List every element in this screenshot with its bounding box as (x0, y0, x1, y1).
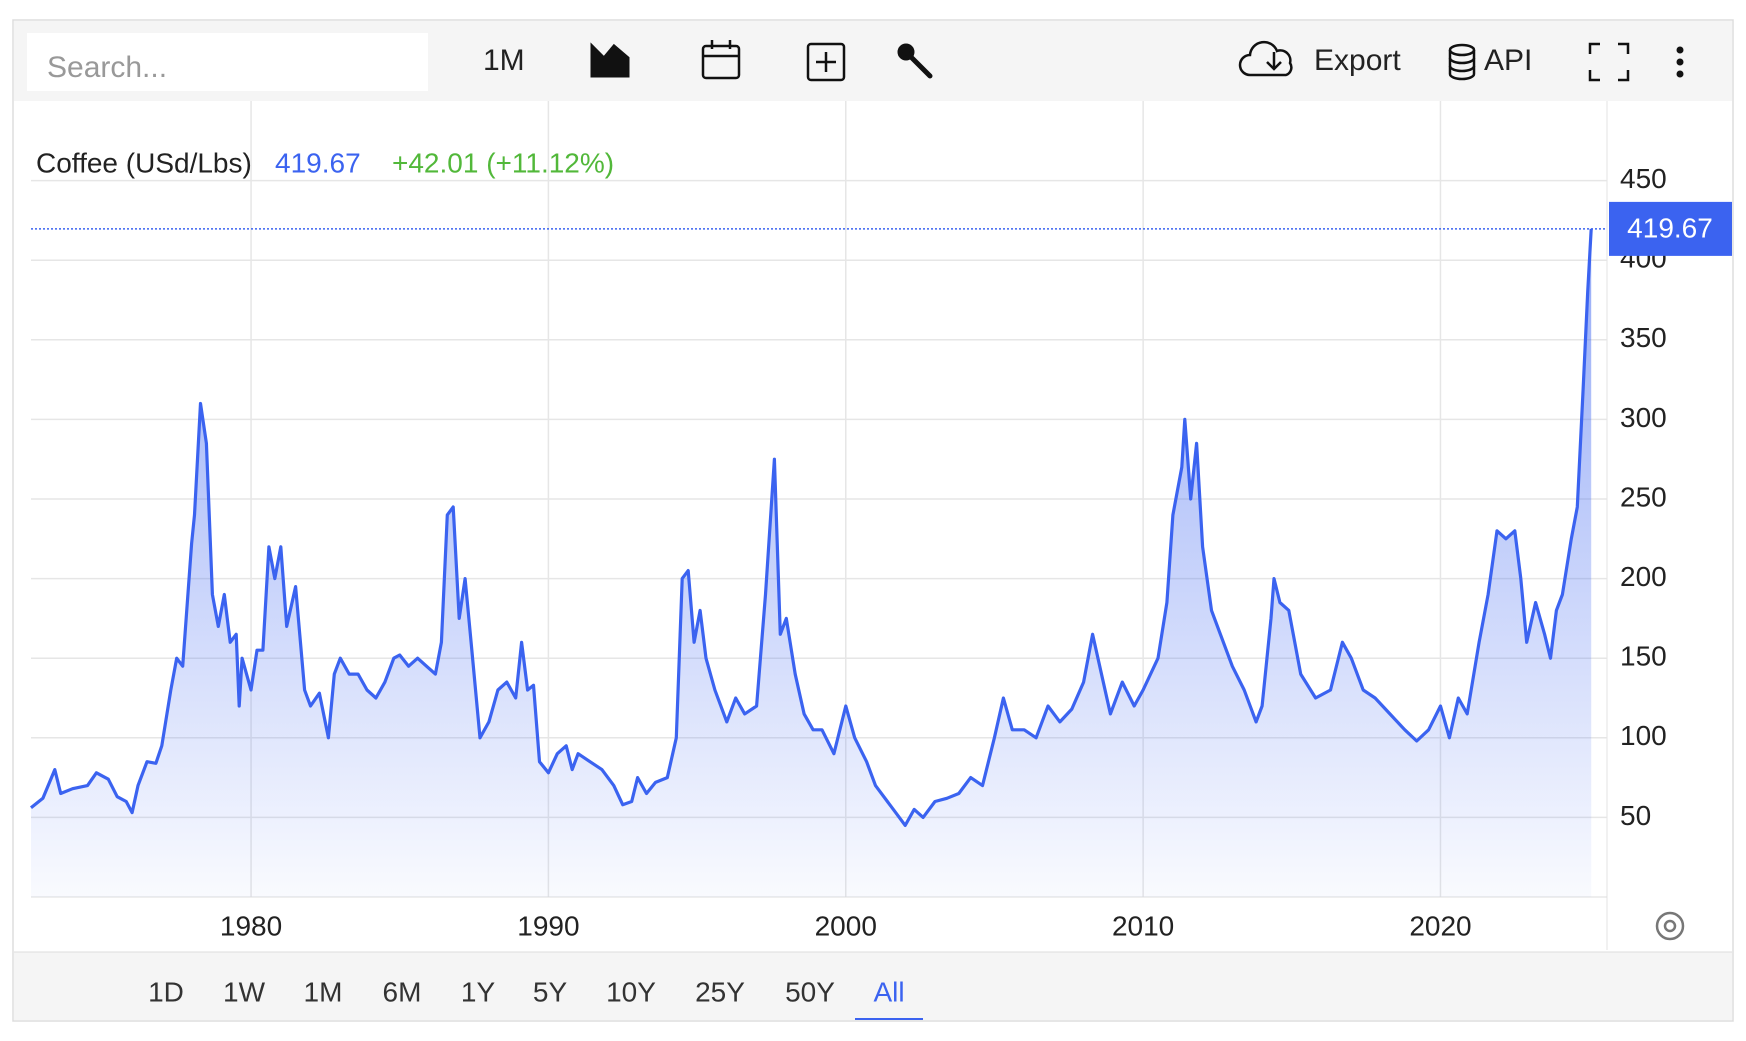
y-tick-label: 300 (1620, 402, 1667, 433)
y-tick-label: 450 (1620, 163, 1667, 194)
last-value-flag-label: 419.67 (1627, 212, 1713, 243)
x-tick-label: 2020 (1409, 910, 1471, 941)
range-button[interactable]: 50Y (785, 976, 835, 1007)
range-button[interactable]: All (873, 976, 904, 1007)
menu-icon[interactable] (1676, 46, 1684, 78)
chart-type-icon[interactable] (590, 42, 630, 78)
y-tick-label: 200 (1620, 561, 1667, 592)
range-button[interactable]: 1D (148, 976, 184, 1007)
search-box[interactable] (27, 33, 428, 91)
area (31, 228, 1592, 897)
y-tick-label: 100 (1620, 720, 1667, 751)
range-button[interactable]: 1M (304, 976, 343, 1007)
y-tick-label: 250 (1620, 481, 1667, 512)
api-icon[interactable] (1448, 43, 1476, 81)
range-button[interactable]: 5Y (533, 976, 568, 1007)
range-bar (14, 952, 1732, 1020)
range-button[interactable]: 1Y (461, 976, 496, 1007)
y-tick-label: 50 (1620, 800, 1651, 831)
last-value: 419.67 (275, 147, 361, 178)
last-value-flag (1609, 201, 1732, 256)
x-tick-label: 1990 (517, 910, 579, 941)
y-tick-label: 150 (1620, 641, 1667, 672)
x-tick-label: 1980 (220, 910, 282, 941)
line (30, 228, 1593, 827)
export-icon[interactable] (1238, 40, 1293, 77)
range-button[interactable]: 1W (223, 976, 266, 1007)
x-tick-label: 2000 (815, 910, 877, 941)
legend: Coffee (USd/Lbs) 419.67 +42.01 (+11.12%) (36, 147, 614, 178)
search-placeholder[interactable]: Search... (47, 51, 167, 84)
fullscreen-icon[interactable] (1588, 42, 1630, 82)
export-button[interactable]: Export (1314, 44, 1401, 77)
calendar-icon[interactable] (701, 40, 741, 80)
range-button[interactable]: 25Y (695, 976, 745, 1007)
series-title: Coffee (USd/Lbs) (36, 147, 252, 178)
range-button[interactable]: 10Y (606, 976, 656, 1007)
change: +42.01 (+11.12%) (392, 147, 614, 178)
interval-button[interactable]: 1M (483, 44, 525, 77)
compare-icon[interactable] (806, 42, 846, 82)
y-tick-label: 350 (1620, 322, 1667, 353)
x-tick-label: 2010 (1112, 910, 1174, 941)
gear-icon[interactable] (1655, 911, 1685, 941)
api-button[interactable]: API (1484, 44, 1532, 77)
range-button[interactable]: 6M (383, 976, 422, 1007)
settings-tool-icon[interactable] (897, 43, 933, 79)
